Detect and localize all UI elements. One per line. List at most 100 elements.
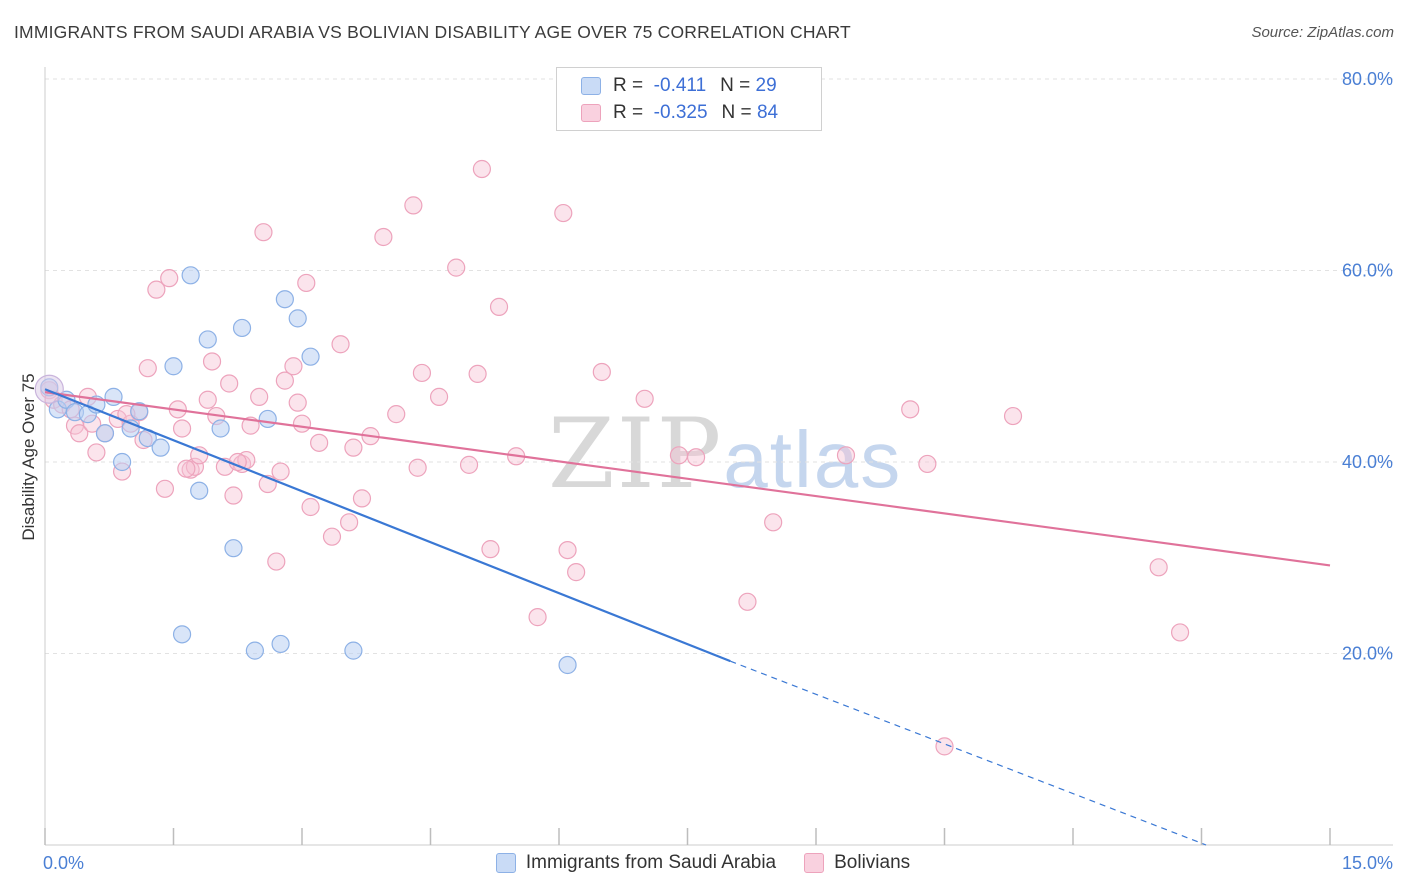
bolivians-point [387, 405, 406, 424]
saudi-arabia-point [164, 357, 183, 376]
bolivians-point [202, 352, 222, 371]
saudi-arabia-point [301, 347, 320, 366]
bolivians-point [481, 540, 500, 559]
axes [44, 67, 1393, 846]
legend-n-label: N = [720, 75, 751, 96]
bolivians-point [472, 159, 491, 179]
bolivians-point [254, 223, 273, 242]
bolivians-point [408, 458, 427, 477]
bolivians-point [297, 273, 316, 293]
bolivians-point [554, 203, 573, 223]
bolivians-point [310, 433, 329, 452]
bolivians-point [322, 527, 342, 546]
bolivians-point [836, 446, 856, 465]
bolivians-point [404, 196, 423, 215]
source-credit: Source: ZipAtlas.com [1251, 24, 1394, 41]
bolivians-point [459, 455, 479, 474]
bolivians-point [224, 486, 243, 505]
stats-legend: R = -0.411 N = 29 R = -0.325 N = 84 [556, 67, 822, 131]
bolivians-point [288, 393, 307, 412]
saudi-arabia-point [245, 641, 264, 660]
bolivians-point [901, 400, 920, 419]
watermark-zip: ZIP [548, 398, 724, 510]
x-tick-label: 15.0% [1342, 853, 1393, 873]
saudi-arabia-point [172, 625, 192, 644]
legend-row-saudi-arabia: R = -0.411 N = 29 [581, 73, 777, 99]
y-tick-label: 80.0% [1342, 69, 1393, 89]
saudi-arabia-point [288, 309, 307, 328]
bolivians-point [275, 371, 294, 390]
bolivians-point [686, 448, 706, 467]
saudi-arabia-point [181, 266, 200, 285]
bolivians-point [412, 363, 432, 383]
saudi-arabia-trend-extension [730, 660, 1207, 846]
legend-row-bolivians: R = -0.325 N = 84 [581, 100, 778, 126]
legend-n-label: N = [721, 102, 752, 123]
saudi-arabia-point [130, 402, 149, 421]
bolivians-point [1170, 623, 1190, 642]
legend-item-label: Immigrants from Saudi Arabia [525, 852, 777, 873]
bolivians-point [138, 359, 157, 378]
legend-item-saudi-arabia[interactable]: Immigrants from Saudi Arabia [495, 852, 777, 874]
saudi-arabia-point [211, 419, 230, 438]
y-axis-label: Disability Age Over 75 [19, 373, 38, 540]
bolivians-point [220, 374, 239, 393]
bolivians-point [198, 390, 217, 409]
bolivians-point [340, 513, 359, 532]
bolivians-point [764, 513, 783, 532]
gridlines [45, 78, 1393, 654]
bolivians-points [40, 159, 1190, 756]
bolivians-point [528, 608, 547, 627]
bolivians-point [567, 563, 586, 582]
y-tick-label: 60.0% [1342, 261, 1393, 281]
legend-r-value: -0.325 [653, 102, 708, 123]
saudi-arabia-point [344, 641, 363, 660]
saudi-arabia-point [224, 539, 243, 558]
saudi-arabia-point [112, 452, 132, 472]
pink-swatch [581, 104, 601, 122]
bolivians-point [352, 489, 372, 508]
saudi-arabia-point [558, 655, 577, 675]
bolivians-point [271, 462, 290, 481]
bolivians-point [592, 362, 611, 382]
bolivians-point [155, 479, 175, 498]
bolivians-point [558, 540, 577, 560]
y-tick-label: 40.0% [1342, 452, 1393, 472]
trend-lines [44, 388, 1331, 846]
legend-item-bolivians[interactable]: Bolivians [804, 852, 910, 874]
saudi-arabia-point [95, 424, 115, 443]
bolivians-point [292, 414, 312, 433]
saudi-arabia-point [151, 438, 170, 457]
bolivians-point [147, 280, 166, 299]
legend-n-value: 29 [755, 75, 777, 96]
bolivians-point [284, 357, 303, 376]
chart-title: IMMIGRANTS FROM SAUDI ARABIA VS BOLIVIAN… [14, 22, 851, 42]
bolivians-point [374, 227, 393, 247]
bolivians-point [70, 424, 89, 443]
legend-r-value: -0.411 [653, 75, 707, 96]
bolivians-point [250, 387, 269, 406]
legend-n-value: 84 [756, 102, 779, 123]
blue-swatch [581, 77, 601, 95]
bolivians-point [331, 335, 350, 354]
x-tick-label: 0.0% [43, 853, 84, 873]
blue-swatch [495, 853, 516, 873]
saudi-arabia-point [271, 634, 290, 654]
bolivians-point [87, 443, 106, 462]
series-legend: Immigrants from Saudi Arabia Bolivians [0, 852, 1406, 874]
cluster-point [34, 374, 64, 404]
legend-r-label: R = [613, 102, 644, 123]
bolivians-point [1003, 406, 1023, 426]
bolivians-point [267, 552, 286, 571]
bolivians-point [172, 419, 192, 438]
bolivians-point [468, 364, 487, 384]
bolivians-point [429, 387, 449, 406]
saudi-arabia-point [258, 409, 277, 429]
bolivians-point [635, 389, 654, 408]
pink-swatch [804, 853, 825, 873]
legend-item-label: Bolivians [834, 852, 911, 873]
bolivians-point [669, 446, 689, 465]
bolivians-trend-line [44, 391, 1331, 567]
bolivians-point [344, 438, 363, 457]
